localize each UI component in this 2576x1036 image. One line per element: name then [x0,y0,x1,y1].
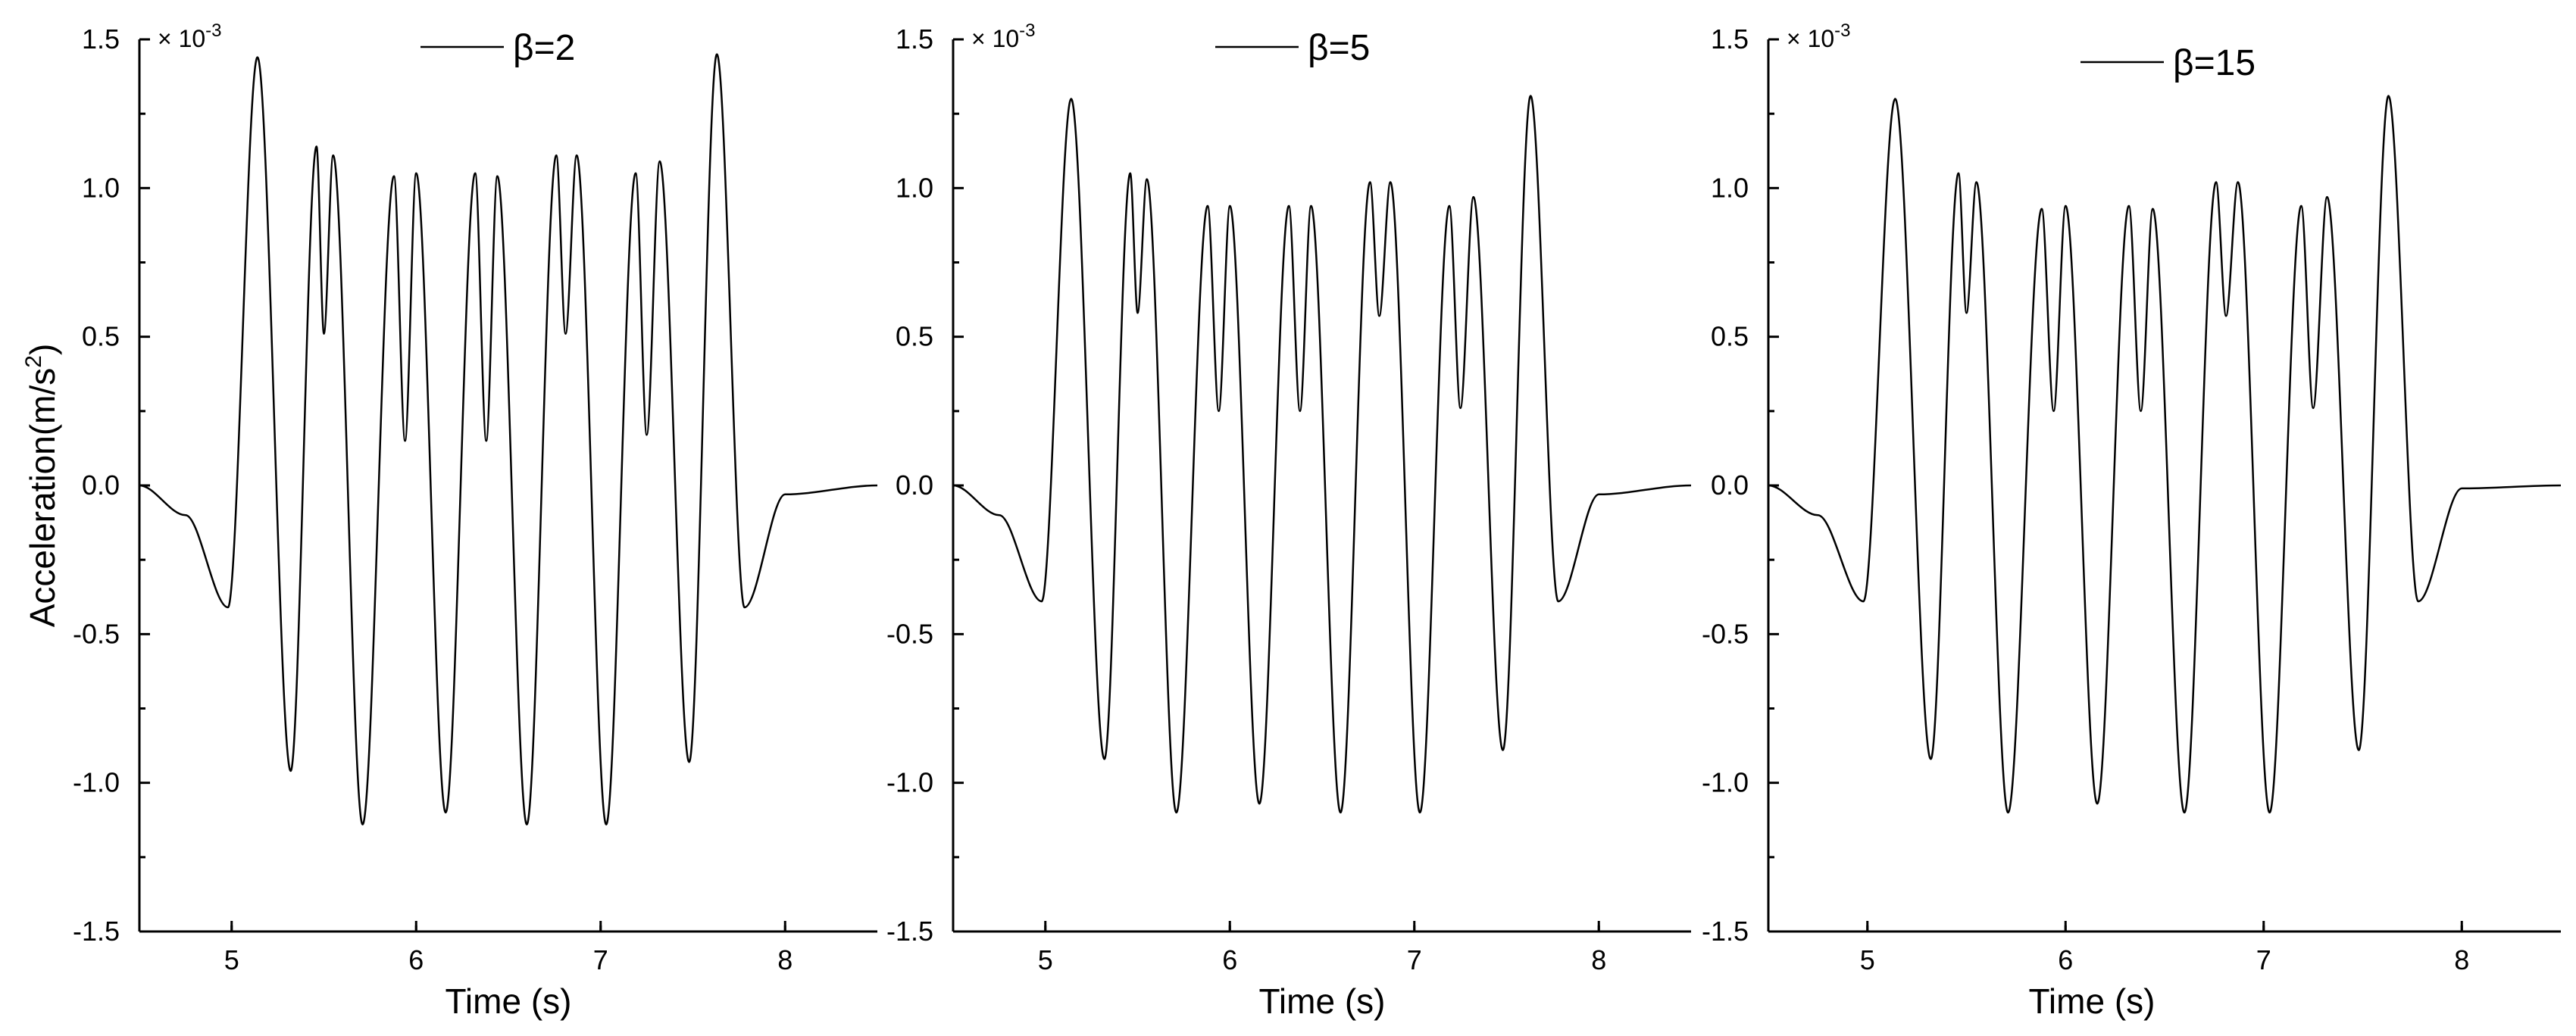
y-tick-label: -0.5 [1702,618,1749,649]
x-tick-label: 5 [224,944,239,975]
y-tick-label: -1.5 [886,916,933,947]
series-line [952,95,1692,814]
y-tick-label: -1.5 [73,916,120,947]
y-multiplier-base: × 10 [1787,25,1834,52]
x-tick-label: 6 [1222,944,1237,975]
legend-label: β=15 [2173,43,2256,83]
chart-panel-2: -1.5 -1.0 -0.5 0.0 0.5 1.0 1.5 5 6 7 8 Time (s) × 10… [886,20,1692,1021]
y-tick-label: -1.0 [886,767,933,798]
y-tick-label: 1.0 [82,172,120,203]
y-multiplier: × 10-3 [158,20,222,52]
y-tick-label: 1.5 [82,23,120,55]
y-tick-label: 0.5 [1711,321,1749,352]
x-tick-label: 7 [593,944,608,975]
y-tick-label: -0.5 [73,618,120,649]
y-tick-label: 1.5 [896,23,933,55]
y-tick-label: 0.5 [896,321,933,352]
x-axis-title: Time (s) [2029,981,2156,1021]
x-tick-label: 5 [1038,944,1053,975]
x-axis-title: Time (s) [1259,981,1386,1021]
y-tick-label: 0.0 [1711,470,1749,501]
y-tick-label: 0.0 [896,470,933,501]
y-multiplier: × 10-3 [1787,20,1851,52]
chart-panel-3: -1.5 -1.0 -0.5 0.0 0.5 1.0 1.5 5 6 7 8 Time (s) × 10… [1702,20,2562,1021]
x-tick-label: 6 [2058,944,2073,975]
x-tick-label: 8 [1591,944,1606,975]
x-tick-label: 7 [1407,944,1422,975]
x-tick-label: 8 [777,944,792,975]
y-multiplier-exponent: -3 [1019,20,1035,41]
y-tick-label: -1.5 [1702,916,1749,947]
x-tick-label: 6 [408,944,424,975]
y-multiplier-exponent: -3 [205,20,221,41]
x-tick-label: 8 [2454,944,2469,975]
y-axis-title-main: Acceleration(m/s [23,368,62,628]
y-axis-title-tail: ) [23,344,62,355]
y-axis-title: Acceleration(m/s2) [21,344,62,628]
y-multiplier-base: × 10 [158,25,205,52]
y-tick-label: 1.5 [1711,23,1749,55]
y-tick-label: -1.0 [73,767,120,798]
y-tick-label: 1.0 [896,172,933,203]
y-tick-label: -0.5 [886,618,933,649]
series-line [1768,95,2562,814]
chart-panel-1: -1.5 -1.0 -0.5 0.0 0.5 1.0 1.5 5 6 7 8 Time (s) × 10… [21,20,878,1021]
legend-label: β=2 [513,28,575,68]
y-multiplier: × 10-3 [971,20,1036,52]
x-axis-title: Time (s) [445,981,572,1021]
x-tick-label: 5 [1860,944,1875,975]
y-tick-label: 0.5 [82,321,120,352]
legend-label: β=5 [1308,28,1370,68]
series-line [139,53,878,825]
y-axis-title-sup: 2 [21,355,46,368]
y-tick-label: -1.0 [1702,767,1749,798]
y-multiplier-base: × 10 [971,25,1019,52]
y-multiplier-exponent: -3 [1834,20,1850,41]
y-tick-label: 0.0 [82,470,120,501]
x-tick-label: 7 [2256,944,2271,975]
y-tick-label: 1.0 [1711,172,1749,203]
